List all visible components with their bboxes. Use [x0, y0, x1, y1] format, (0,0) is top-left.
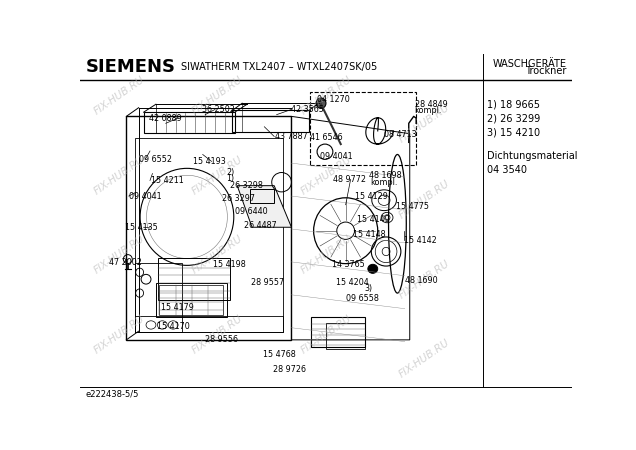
Text: 26 4487: 26 4487 — [244, 221, 277, 230]
Text: 26 3298: 26 3298 — [230, 181, 263, 190]
Text: e222438-5/5: e222438-5/5 — [85, 389, 139, 398]
Bar — [156, 283, 228, 317]
Text: 28 9726: 28 9726 — [273, 365, 306, 374]
Text: FIX-HUB.RU: FIX-HUB.RU — [190, 74, 245, 117]
Text: Trockner: Trockner — [525, 66, 567, 76]
Text: 15 4170: 15 4170 — [157, 321, 190, 330]
Text: 15 4149: 15 4149 — [357, 215, 389, 224]
Text: 15 4179: 15 4179 — [161, 303, 194, 312]
Text: 15 4193: 15 4193 — [193, 157, 226, 166]
Bar — [326, 323, 365, 349]
Text: FIX-HUB.RU: FIX-HUB.RU — [92, 234, 146, 276]
Text: 28 9556: 28 9556 — [205, 335, 238, 344]
Text: 48 1690: 48 1690 — [405, 276, 438, 285]
Bar — [158, 258, 230, 300]
Text: 2): 2) — [226, 168, 235, 177]
Bar — [127, 117, 291, 340]
Text: FIX-HUB.RU: FIX-HUB.RU — [398, 338, 452, 380]
Text: FIX-HUB.RU: FIX-HUB.RU — [299, 154, 353, 197]
Text: 15 4142: 15 4142 — [404, 236, 436, 245]
Text: 42 3565: 42 3565 — [291, 105, 324, 114]
Text: 47 2002: 47 2002 — [109, 258, 142, 267]
Text: 28 4849: 28 4849 — [415, 100, 447, 109]
Text: 15 4204: 15 4204 — [336, 278, 368, 287]
Text: FIX-HUB.RU: FIX-HUB.RU — [299, 74, 353, 117]
Text: SIWATHERM TXL2407 – WTXL2407SK/05: SIWATHERM TXL2407 – WTXL2407SK/05 — [181, 62, 377, 72]
Text: 09 6558: 09 6558 — [346, 294, 378, 303]
Text: 28 9557: 28 9557 — [251, 278, 284, 287]
Ellipse shape — [316, 98, 326, 108]
Text: 09 6440: 09 6440 — [235, 207, 267, 216]
Text: 1): 1) — [226, 174, 235, 183]
Text: 09 6552: 09 6552 — [139, 155, 172, 164]
Text: 15 4148: 15 4148 — [353, 230, 385, 239]
Text: 48 1698: 48 1698 — [370, 171, 402, 180]
Text: FIX-HUB.RU: FIX-HUB.RU — [190, 154, 245, 197]
Text: 48 9772: 48 9772 — [333, 175, 366, 184]
Text: 09 4041: 09 4041 — [319, 152, 352, 161]
Text: FIX-HUB.RU: FIX-HUB.RU — [299, 314, 353, 356]
Text: 15 4768: 15 4768 — [263, 350, 296, 359]
Text: 15 4129: 15 4129 — [354, 192, 387, 201]
Text: 26 3297: 26 3297 — [223, 194, 256, 203]
Polygon shape — [237, 186, 291, 227]
Text: 09 4041: 09 4041 — [128, 192, 162, 201]
Bar — [232, 111, 308, 132]
Text: 3): 3) — [364, 284, 373, 293]
Text: WASCHGERÄTE: WASCHGERÄTE — [492, 59, 567, 69]
Bar — [135, 263, 181, 332]
Text: FIX-HUB.RU: FIX-HUB.RU — [398, 102, 452, 144]
Bar — [144, 112, 235, 133]
Text: 15 4198: 15 4198 — [212, 260, 245, 269]
Text: FIX-HUB.RU: FIX-HUB.RU — [92, 74, 146, 117]
Text: SIEMENS: SIEMENS — [85, 58, 176, 76]
Text: kompl.: kompl. — [415, 106, 442, 115]
Text: 1) 18 9665
2) 26 3299
3) 15 4210: 1) 18 9665 2) 26 3299 3) 15 4210 — [487, 99, 541, 137]
Text: 43 7887: 43 7887 — [275, 132, 308, 141]
Bar — [135, 138, 282, 332]
Bar — [310, 92, 416, 165]
Text: 04 1270: 04 1270 — [317, 94, 350, 104]
Text: 42 0889: 42 0889 — [149, 113, 183, 122]
Text: FIX-HUB.RU: FIX-HUB.RU — [92, 154, 146, 197]
Text: FIX-HUB.RU: FIX-HUB.RU — [92, 314, 146, 356]
Text: kompl.: kompl. — [370, 178, 398, 187]
Text: 08 4713: 08 4713 — [384, 130, 417, 139]
Text: FIX-HUB.RU: FIX-HUB.RU — [299, 234, 353, 276]
Text: 14 3765: 14 3765 — [333, 260, 365, 269]
Text: 15 4211: 15 4211 — [151, 176, 184, 185]
Text: 15 4135: 15 4135 — [125, 224, 158, 233]
Text: FIX-HUB.RU: FIX-HUB.RU — [190, 314, 245, 356]
Text: 41 6546: 41 6546 — [310, 133, 343, 142]
Bar — [135, 316, 282, 332]
Ellipse shape — [368, 264, 378, 273]
Text: 15 4775: 15 4775 — [396, 202, 429, 211]
Bar — [311, 317, 365, 347]
Text: FIX-HUB.RU: FIX-HUB.RU — [398, 178, 452, 220]
Text: FIX-HUB.RU: FIX-HUB.RU — [190, 234, 245, 276]
Text: 36 2502: 36 2502 — [202, 105, 235, 114]
Text: Dichtungsmaterial
04 3540: Dichtungsmaterial 04 3540 — [487, 151, 577, 175]
Bar — [160, 285, 223, 315]
Bar — [249, 189, 274, 203]
Text: FIX-HUB.RU: FIX-HUB.RU — [398, 258, 452, 301]
